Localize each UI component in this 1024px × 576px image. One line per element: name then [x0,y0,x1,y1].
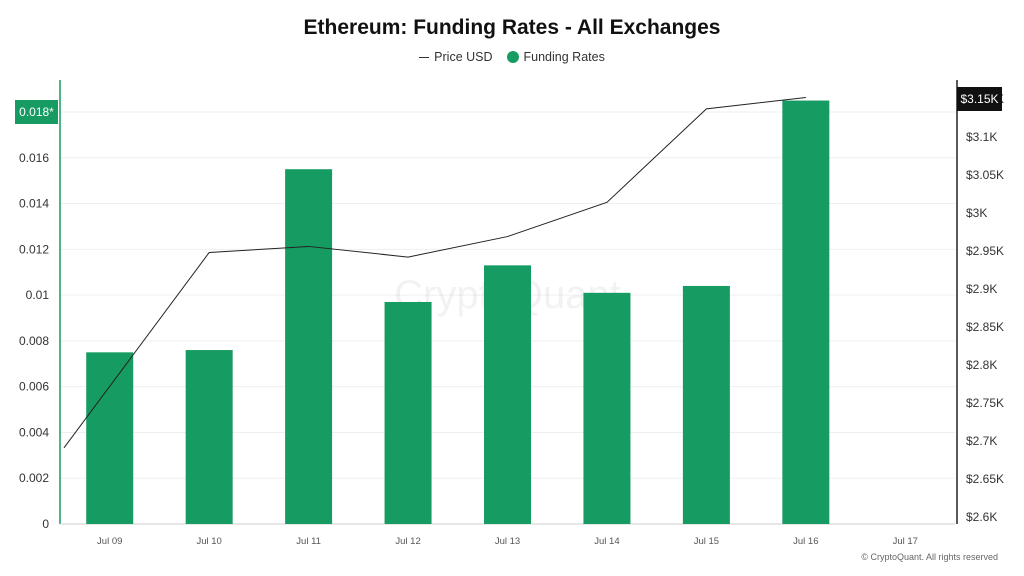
copyright-notice: © CryptoQuant. All rights reserved [861,552,998,562]
y-left-tick-label: 0.016 [19,151,49,165]
left-current-label: 0.018* [19,105,54,119]
y-left-tick-label: 0.008 [19,334,49,348]
y-right-tick-label: $2.7K [966,434,997,448]
price-line [63,96,806,449]
y-right-tick-label: $2.95K [966,244,1004,258]
y-right-tick-label: $3.05K [966,168,1004,182]
y-left-tick-label: 0.002 [19,471,49,485]
bar-funding-rate [384,301,432,524]
x-tick-label: Jul 16 [793,536,818,547]
bar-funding-rate [583,292,631,524]
legend-item-price[interactable]: Price USD [419,50,493,64]
legend: Price USD Funding Rates [0,50,1024,64]
y-left-tick-label: 0.01 [26,288,50,302]
x-tick-label: Jul 10 [196,536,221,547]
y-right-tick-label: $2.8K [966,358,997,372]
legend-label-funding: Funding Rates [523,50,605,64]
chart-title: Ethereum: Funding Rates - All Exchanges [303,16,721,39]
y-left-tick-label: 0.004 [19,425,49,439]
bar-funding-rate [484,265,531,524]
right-current-badge [957,87,1002,111]
bar-funding-rate [782,100,830,525]
right-current-label: $3.15K [960,92,998,106]
x-tick-label: Jul 17 [893,536,918,547]
y-left-tick-label: 0.006 [19,380,49,394]
y-right-tick-label: $2.65K [966,472,1004,486]
y-left-tick-label: 0.012 [19,242,49,256]
y-right-tick-label: $2.6K [966,510,997,524]
x-tick-label: Jul 15 [694,536,719,547]
y-right-tick-label: $2.75K [966,396,1004,410]
x-tick-label: Jul 09 [97,536,122,547]
y-right-tick-label: $2.9K [966,282,997,296]
x-tick-label: Jul 13 [495,536,520,547]
legend-label-price: Price USD [434,50,493,64]
left-current-badge [15,100,58,124]
legend-line-icon [419,56,430,58]
legend-dot-icon [506,51,519,63]
y-right-tick-label: $2.85K [966,320,1004,334]
legend-item-funding[interactable]: Funding Rates [506,50,605,64]
x-tick-label: Jul 14 [594,536,619,547]
x-tick-label: Jul 11 [296,536,321,547]
y-right-tick-label: $3.1K [966,130,997,144]
y-left-tick-label: 0.014 [19,197,49,211]
bar-funding-rate [185,350,233,524]
x-tick-label: Jul 12 [395,536,420,547]
bar-funding-rate [86,352,134,524]
bar-funding-rate [682,285,730,524]
y-left-tick-label: 0 [42,517,49,531]
y-right-tick-label: $3K [966,206,987,220]
bar-funding-rate [285,169,333,524]
